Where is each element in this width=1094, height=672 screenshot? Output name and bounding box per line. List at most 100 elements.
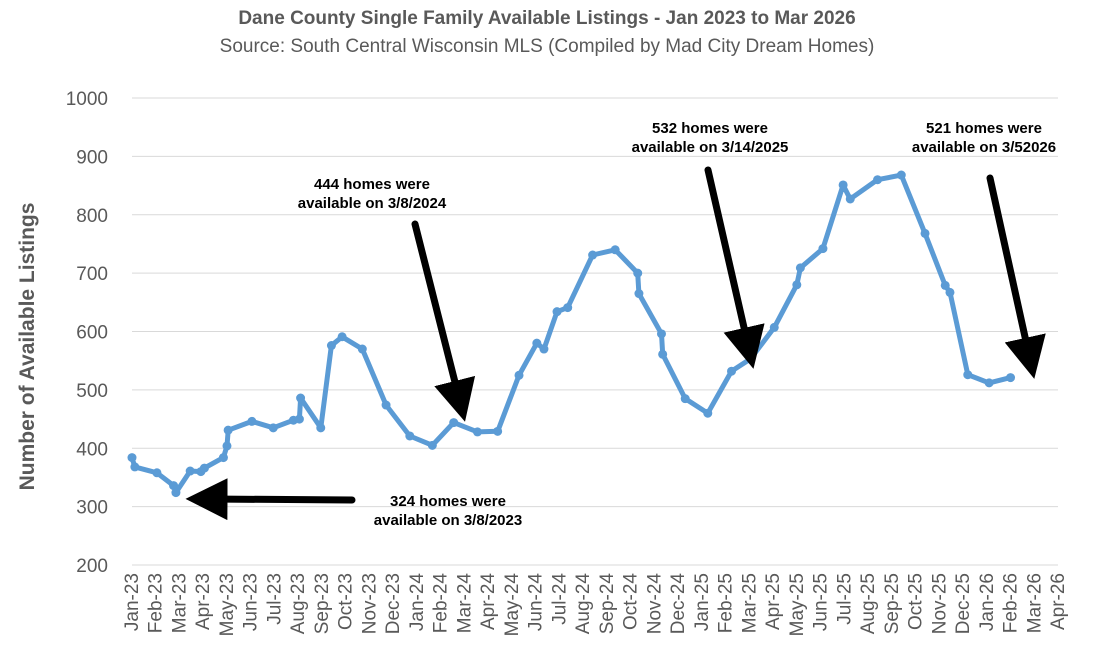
data-point — [247, 416, 257, 426]
data-point — [218, 453, 228, 463]
data-point — [945, 287, 955, 297]
data-point — [795, 263, 805, 273]
data-point — [792, 280, 802, 290]
data-point — [127, 453, 137, 463]
data-point — [838, 180, 848, 190]
x-tick-label: Nov-23 — [359, 573, 380, 634]
x-tick-label: Mar-24 — [454, 573, 475, 634]
data-point — [920, 228, 930, 238]
data-point — [405, 431, 415, 441]
data-point — [940, 280, 950, 290]
data-point — [532, 338, 542, 348]
data-point — [769, 322, 779, 332]
x-tick-label: Nov-25 — [929, 573, 950, 634]
data-point — [199, 463, 209, 473]
data-point — [873, 175, 883, 185]
x-tick-label: Nov-24 — [644, 573, 665, 635]
y-tick-label: 800 — [76, 206, 108, 227]
x-tick-label: Aug-23 — [288, 573, 309, 634]
data-point — [1006, 373, 1016, 383]
annotations: 324 homes were available on 3/8/2023 444 h… — [185, 120, 1056, 529]
data-point — [727, 366, 737, 376]
data-point — [588, 250, 598, 260]
data-point — [703, 408, 713, 418]
x-tick-label: May-24 — [502, 573, 523, 637]
gridlines — [132, 97, 1058, 566]
x-tick-label: Dec-25 — [953, 573, 974, 634]
annotation-text: available on 3/52026 — [912, 139, 1056, 156]
annotation-arrow — [185, 478, 356, 521]
data-point — [746, 354, 756, 364]
x-tick-label: Aug-25 — [858, 573, 879, 634]
x-tick-label: Sep-23 — [312, 573, 333, 634]
data-point — [316, 423, 326, 433]
data-point — [152, 468, 162, 478]
data-point — [658, 349, 668, 359]
data-point — [326, 341, 336, 351]
series — [127, 170, 1016, 498]
data-point — [337, 332, 347, 342]
x-tick-label: Apr-23 — [193, 573, 214, 630]
data-point — [296, 393, 306, 403]
axes: 200 300 400 500 600 700 800 900 1000 Jan-23 Feb-23… — [16, 89, 1069, 636]
data-point — [357, 344, 367, 354]
y-tick-label: 900 — [76, 147, 108, 168]
data-point — [294, 414, 304, 424]
x-tick-label: Jan-23 — [122, 573, 143, 631]
x-tick-label: Oct-25 — [906, 573, 927, 630]
x-tick-label: May-25 — [787, 573, 808, 636]
data-point — [896, 170, 906, 180]
x-tick-label: May-23 — [217, 573, 238, 636]
x-tick-label: Feb-24 — [431, 573, 452, 634]
x-tick-label: Mar-25 — [739, 573, 760, 633]
data-point — [427, 440, 437, 450]
annotation-text: 532 homes were — [652, 120, 768, 137]
x-tick-label: Jul-25 — [834, 573, 855, 625]
annotation-arrow — [986, 174, 1046, 379]
x-tick-label: Jan-26 — [977, 573, 998, 631]
x-tick-label: Jul-24 — [549, 573, 570, 625]
y-axis-label: Number of Available Listings — [16, 203, 39, 491]
x-tick-label: Feb-23 — [146, 573, 167, 633]
x-tick-label: Jun-25 — [811, 573, 832, 631]
data-point — [169, 481, 179, 491]
x-tick-label: Feb-26 — [1001, 573, 1022, 633]
series-line — [129, 172, 1013, 496]
data-point — [552, 307, 562, 317]
annotation-text: available on 3/8/2024 — [298, 195, 447, 212]
data-point — [493, 426, 503, 436]
data-point — [539, 344, 549, 354]
data-point — [130, 462, 140, 472]
x-tick-label: Sep-25 — [882, 573, 903, 634]
annotation-text: available on 3/14/2025 — [632, 139, 789, 156]
data-point — [381, 400, 391, 410]
x-tick-label: Jun-24 — [526, 573, 547, 632]
chart-title: Dane County Single Family Available List… — [238, 8, 856, 29]
chart-subtitle: Source: South Central Wisconsin MLS (Com… — [219, 36, 875, 57]
x-tick-label: Apr-24 — [478, 573, 499, 630]
annotation-text: 521 homes were — [926, 120, 1042, 137]
data-point — [963, 370, 973, 380]
data-point — [984, 378, 994, 388]
annotation-text: 324 homes were — [390, 493, 506, 510]
data-point — [634, 289, 644, 299]
data-point — [472, 427, 482, 437]
x-tick-label: Oct-24 — [621, 573, 642, 630]
data-point — [845, 194, 855, 204]
data-point — [223, 425, 233, 435]
data-point — [449, 418, 459, 428]
x-tick-label: Dec-24 — [668, 573, 689, 635]
x-tick-label: Mar-23 — [169, 573, 190, 633]
x-tick-label: Apr-26 — [1048, 573, 1069, 630]
data-point — [680, 394, 690, 404]
x-tick-label: Mar-26 — [1024, 573, 1045, 633]
x-tick-label: Feb-25 — [716, 573, 737, 633]
x-tick-label: Aug-24 — [573, 573, 594, 635]
data-point — [185, 466, 195, 476]
annotation-text: available on 3/8/2023 — [374, 512, 522, 529]
x-tick-label: Dec-23 — [383, 573, 404, 634]
y-tick-label: 600 — [76, 323, 108, 344]
y-tick-label: 400 — [76, 439, 108, 460]
x-tick-label: Sep-24 — [597, 573, 618, 635]
